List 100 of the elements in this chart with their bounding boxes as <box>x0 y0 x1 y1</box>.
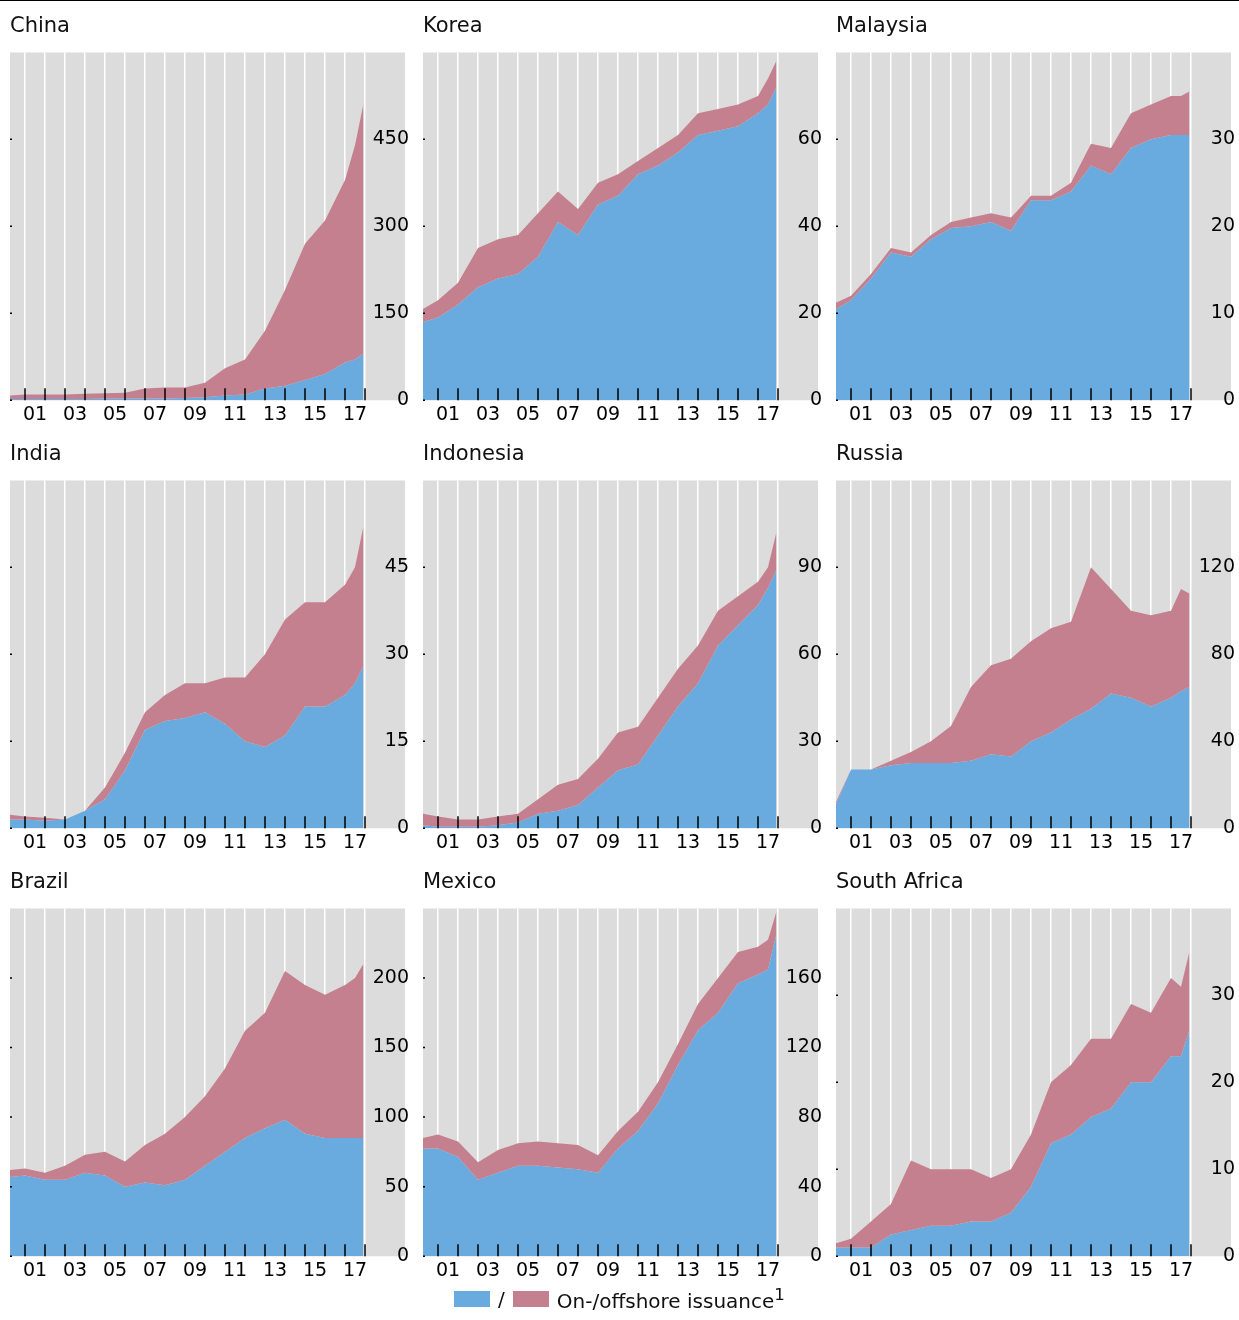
chart-title: China <box>9 12 71 37</box>
chart-title: Brazil <box>9 868 70 893</box>
x-tick-label: 03 <box>888 829 914 852</box>
y-tick-label: 0 <box>809 1243 822 1266</box>
x-tick-label: 01 <box>435 1257 461 1280</box>
x-tick-label: 05 <box>515 829 541 852</box>
x-tick-label: 17 <box>342 829 368 852</box>
x-tick-label: 17 <box>342 1257 368 1280</box>
x-tick-label: 03 <box>888 1257 914 1280</box>
x-tick-label: 03 <box>888 401 914 424</box>
x-tick-label: 03 <box>475 1257 501 1280</box>
x-tick-label: 13 <box>675 401 701 424</box>
y-tick-label: 80 <box>797 1104 822 1127</box>
x-tick-label: 11 <box>1048 1257 1074 1280</box>
chart-title: Korea <box>422 12 484 37</box>
y-tick-label: 15 <box>384 728 409 751</box>
x-tick-label: 15 <box>1128 1257 1154 1280</box>
x-tick-label: 15 <box>715 401 741 424</box>
y-tick-label: 0 <box>1222 815 1235 838</box>
x-tick-label: 01 <box>22 1257 48 1280</box>
y-tick-label: 30 <box>1210 982 1235 1005</box>
x-tick-label: 07 <box>555 401 581 424</box>
chart-title: South Africa <box>835 868 965 893</box>
chart-title: India <box>9 440 63 465</box>
y-tick-label: 80 <box>1210 641 1235 664</box>
x-tick-label: 03 <box>62 829 88 852</box>
y-tick-label: 160 <box>785 964 822 987</box>
x-tick-label: 13 <box>262 1257 288 1280</box>
y-tick-label: 40 <box>797 1173 822 1196</box>
x-tick-label: 05 <box>102 401 128 424</box>
x-tick-label: 11 <box>222 1257 248 1280</box>
x-tick-label: 09 <box>182 1257 208 1280</box>
y-tick-label: 0 <box>1222 387 1235 410</box>
x-tick-label: 03 <box>62 401 88 424</box>
x-tick-label: 01 <box>848 401 874 424</box>
x-tick-label: 07 <box>555 1257 581 1280</box>
x-tick-label: 01 <box>435 829 461 852</box>
x-tick-label: 01 <box>848 1257 874 1280</box>
x-tick-label: 13 <box>262 401 288 424</box>
x-tick-label: 13 <box>675 1257 701 1280</box>
x-tick-label: 07 <box>142 401 168 424</box>
chart-title: Indonesia <box>422 440 526 465</box>
x-tick-label: 11 <box>1048 829 1074 852</box>
y-tick-label: 20 <box>797 300 822 323</box>
x-tick-label: 15 <box>1128 829 1154 852</box>
y-tick-label: 120 <box>785 1034 822 1057</box>
x-tick-label: 09 <box>595 1257 621 1280</box>
x-tick-label: 07 <box>968 1257 994 1280</box>
x-tick-label: 05 <box>515 401 541 424</box>
x-tick-label: 17 <box>755 829 781 852</box>
x-tick-label: 13 <box>1088 829 1114 852</box>
y-tick-label: 30 <box>797 728 822 751</box>
x-tick-label: 01 <box>22 401 48 424</box>
x-tick-label: 07 <box>142 1257 168 1280</box>
x-tick-label: 05 <box>515 1257 541 1280</box>
chart-title: Malaysia <box>835 12 929 37</box>
x-tick-label: 17 <box>1168 401 1194 424</box>
x-tick-label: 07 <box>142 829 168 852</box>
x-tick-label: 09 <box>595 401 621 424</box>
x-tick-label: 05 <box>928 401 954 424</box>
x-tick-label: 11 <box>635 829 661 852</box>
x-tick-label: 15 <box>1128 401 1154 424</box>
x-tick-label: 11 <box>1048 401 1074 424</box>
x-tick-label: 09 <box>1008 1257 1034 1280</box>
x-tick-label: 05 <box>102 829 128 852</box>
legend-label: / <box>498 1286 505 1311</box>
x-tick-label: 05 <box>928 1257 954 1280</box>
y-tick-label: 60 <box>797 126 822 149</box>
y-tick-label: 0 <box>1222 1243 1235 1266</box>
y-tick-label: 300 <box>372 213 409 236</box>
y-tick-label: 30 <box>384 641 409 664</box>
x-tick-label: 09 <box>182 401 208 424</box>
x-tick-label: 09 <box>1008 401 1034 424</box>
x-tick-label: 05 <box>928 829 954 852</box>
x-tick-label: 13 <box>675 829 701 852</box>
chart-title: Mexico <box>422 868 498 893</box>
x-tick-label: 13 <box>262 829 288 852</box>
x-tick-label: 03 <box>475 829 501 852</box>
x-tick-label: 09 <box>1008 829 1034 852</box>
x-tick-label: 07 <box>555 829 581 852</box>
x-tick-label: 03 <box>475 401 501 424</box>
x-tick-label: 15 <box>715 1257 741 1280</box>
chart-title: Russia <box>835 440 905 465</box>
y-tick-label: 10 <box>1210 1156 1235 1179</box>
x-tick-label: 15 <box>302 401 328 424</box>
y-tick-label: 40 <box>1210 728 1235 751</box>
x-tick-label: 17 <box>342 401 368 424</box>
x-tick-label: 01 <box>435 401 461 424</box>
y-tick-label: 450 <box>372 126 409 149</box>
x-tick-label: 13 <box>1088 401 1114 424</box>
y-tick-label: 45 <box>384 554 409 577</box>
x-tick-label: 07 <box>968 829 994 852</box>
x-tick-label: 11 <box>635 1257 661 1280</box>
y-tick-label: 0 <box>396 387 409 410</box>
y-tick-label: 30 <box>1210 126 1235 149</box>
x-tick-label: 09 <box>595 829 621 852</box>
y-tick-label: 50 <box>384 1173 409 1196</box>
y-tick-label: 200 <box>372 964 409 987</box>
y-tick-label: 0 <box>809 387 822 410</box>
x-tick-label: 01 <box>22 829 48 852</box>
